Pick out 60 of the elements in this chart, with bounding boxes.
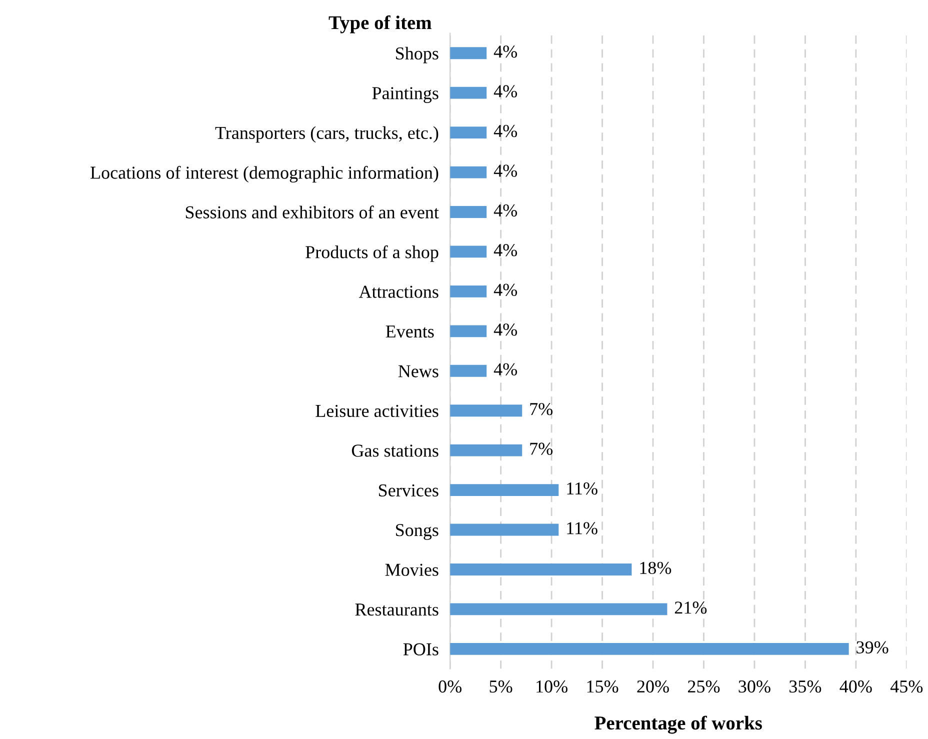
x-tick-label: 40% bbox=[840, 680, 872, 693]
y-tick-label: Events bbox=[386, 326, 434, 338]
y-tick-label: Transporters (cars, trucks, etc.) bbox=[215, 126, 438, 143]
data-label: 21% bbox=[674, 602, 707, 614]
data-label: 4% bbox=[494, 244, 518, 256]
bar bbox=[450, 206, 487, 218]
x-tick-label: 35% bbox=[790, 680, 822, 693]
data-label: 4% bbox=[494, 204, 518, 217]
x-tick-label: 25% bbox=[688, 680, 720, 693]
x-axis-title: Percentage of works bbox=[594, 716, 762, 734]
data-label: 39% bbox=[856, 641, 888, 654]
y-axis-title: Type of item bbox=[328, 15, 432, 34]
bar bbox=[450, 524, 559, 536]
data-label: 18% bbox=[640, 562, 672, 574]
x-tick-label: 20% bbox=[637, 680, 669, 693]
bar bbox=[450, 484, 559, 496]
bar bbox=[450, 86, 487, 99]
bar bbox=[450, 325, 487, 338]
data-label: 4% bbox=[494, 324, 518, 336]
data-label: 7% bbox=[530, 402, 553, 416]
x-tick-label: 10% bbox=[536, 680, 568, 693]
x-tick-label: 0% bbox=[438, 680, 462, 693]
data-label: 7% bbox=[530, 442, 553, 455]
y-tick-label: Services bbox=[379, 484, 438, 496]
data-label: 4% bbox=[494, 164, 518, 177]
y-tick-label: Gas stations bbox=[352, 444, 438, 457]
y-tick-label: Paintings bbox=[372, 87, 438, 103]
y-tick-label: Locations of interest (demographic information) bbox=[90, 166, 438, 183]
y-tick-label: Shops bbox=[396, 46, 438, 64]
bar bbox=[450, 444, 522, 456]
data-label: 4% bbox=[494, 124, 518, 138]
bar bbox=[450, 246, 487, 258]
y-tick-label: Products of a shop bbox=[306, 245, 438, 262]
data-label: 11% bbox=[567, 482, 598, 495]
bar bbox=[450, 285, 487, 298]
x-tick-label: 15% bbox=[587, 680, 618, 693]
data-label: 4% bbox=[494, 284, 518, 296]
bar bbox=[450, 364, 487, 377]
bar bbox=[450, 564, 632, 576]
y-tick-label: Movies bbox=[385, 564, 438, 576]
bar bbox=[450, 642, 849, 655]
data-label: 11% bbox=[567, 522, 598, 534]
x-tick-label: 45% bbox=[890, 680, 923, 693]
y-tick-label: Leisure activities bbox=[316, 404, 438, 418]
x-tick-label: 5% bbox=[490, 680, 512, 693]
bar bbox=[450, 47, 487, 60]
data-label: 4% bbox=[494, 363, 518, 376]
data-label: 4% bbox=[494, 85, 518, 98]
y-tick-label: Songs bbox=[396, 524, 438, 540]
bar bbox=[450, 166, 487, 178]
y-tick-label: Sessions and exhibitors of an event bbox=[186, 206, 439, 218]
bar bbox=[450, 404, 522, 417]
data-label: 4% bbox=[494, 45, 518, 58]
bar bbox=[450, 603, 668, 616]
y-tick-label: News bbox=[398, 365, 438, 378]
y-tick-label: Restaurants bbox=[355, 604, 438, 616]
y-tick-label: Attractions bbox=[358, 286, 438, 298]
x-tick-label: 30% bbox=[738, 680, 770, 693]
y-tick-label: POIs bbox=[403, 643, 438, 656]
bar bbox=[450, 126, 487, 139]
